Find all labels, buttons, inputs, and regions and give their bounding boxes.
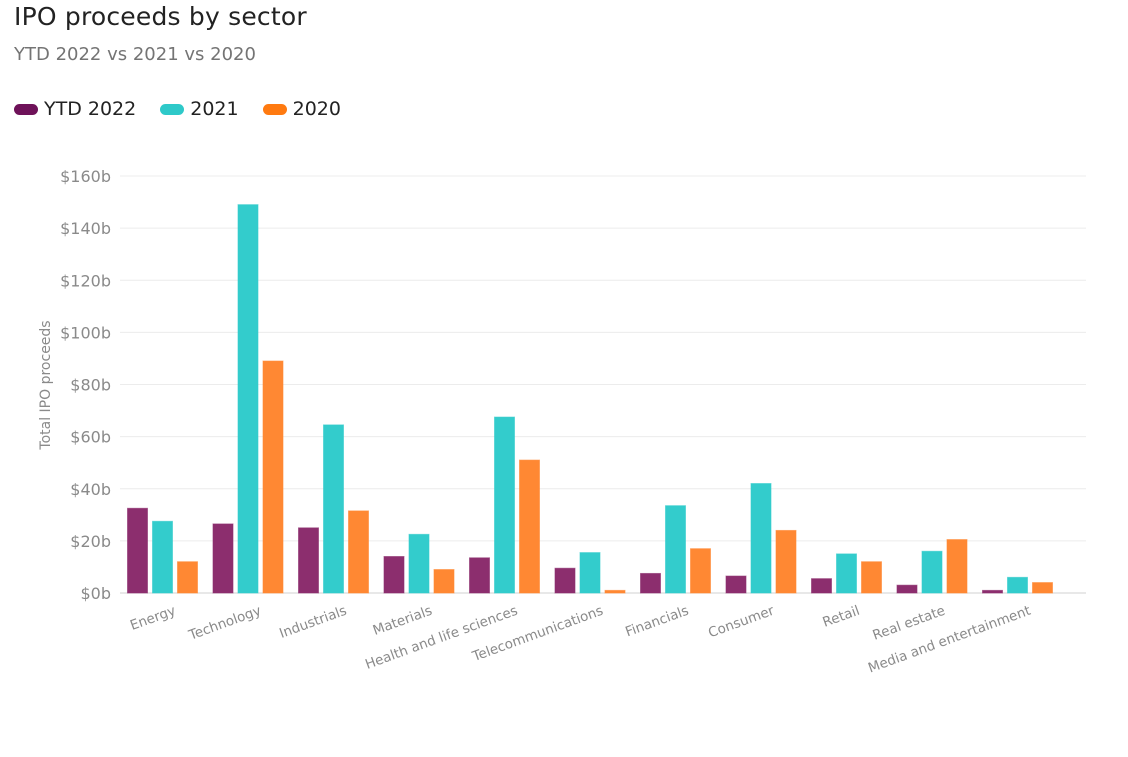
bar xyxy=(262,360,284,594)
x-tick-label: Financials xyxy=(623,603,691,641)
bar xyxy=(640,572,661,594)
bar xyxy=(469,557,490,594)
bar xyxy=(690,548,711,594)
bar xyxy=(896,584,918,594)
y-tick-label: $60b xyxy=(70,428,111,447)
bar xyxy=(127,507,148,594)
chart-title: IPO proceeds by sector xyxy=(14,2,307,31)
bar xyxy=(237,204,259,594)
x-tick-label: Energy xyxy=(128,603,178,634)
x-tick-label: Retail xyxy=(821,603,862,631)
legend-label-ytd-2022: YTD 2022 xyxy=(44,98,137,120)
bar xyxy=(1032,582,1053,594)
legend-swatch-2020 xyxy=(262,103,287,115)
bar xyxy=(861,561,882,594)
bar xyxy=(212,523,234,594)
bar xyxy=(579,552,601,594)
y-tick-label: $160b xyxy=(60,167,111,186)
y-tick-label: $40b xyxy=(70,480,111,499)
bar xyxy=(383,556,405,594)
bar xyxy=(298,527,319,594)
legend-label-2021: 2021 xyxy=(190,98,239,120)
bar xyxy=(177,561,198,594)
legend-item-2021[interactable]: 2021 xyxy=(160,98,239,120)
bar xyxy=(946,539,968,594)
bar xyxy=(408,533,430,594)
bar xyxy=(323,424,344,594)
x-tick-label: Industrials xyxy=(277,603,349,642)
x-tick-label: Technology xyxy=(186,603,263,644)
y-tick-label: $0b xyxy=(80,584,111,603)
bar xyxy=(725,575,747,594)
bar xyxy=(665,505,686,594)
x-tick-label: Materials xyxy=(371,603,435,639)
legend-item-ytd-2022[interactable]: YTD 2022 xyxy=(14,98,136,120)
legend-item-2020[interactable]: 2020 xyxy=(262,98,341,120)
bar xyxy=(750,483,772,594)
bar xyxy=(775,529,797,594)
x-tick-label: Consumer xyxy=(706,603,777,642)
bar xyxy=(433,569,455,594)
bar xyxy=(604,589,626,594)
x-tick-label: Media and entertainment xyxy=(866,603,1033,677)
legend-swatch-2021 xyxy=(160,103,185,115)
x-tick-label: Health and life sciences xyxy=(363,603,520,673)
bar xyxy=(982,589,1003,594)
y-tick-label: $20b xyxy=(70,532,111,551)
y-tick-label: $80b xyxy=(70,376,111,395)
bar xyxy=(348,510,369,594)
legend-label-2020: 2020 xyxy=(292,98,341,120)
bar xyxy=(921,550,943,594)
bar xyxy=(554,567,576,594)
y-tick-label: $140b xyxy=(60,219,111,238)
bar xyxy=(152,520,173,594)
bar xyxy=(1007,576,1028,594)
bar xyxy=(811,578,832,594)
bar xyxy=(494,416,515,594)
y-tick-label: $120b xyxy=(60,271,111,290)
legend: YTD 2022 2021 2020 xyxy=(14,98,365,120)
legend-swatch-ytd-2022 xyxy=(14,103,38,115)
chart-subtitle: YTD 2022 vs 2021 vs 2020 xyxy=(14,44,256,65)
bar xyxy=(836,553,857,594)
y-axis-label: Total IPO proceeds xyxy=(38,320,54,450)
y-tick-label: $100b xyxy=(60,323,111,342)
bar xyxy=(519,459,540,594)
